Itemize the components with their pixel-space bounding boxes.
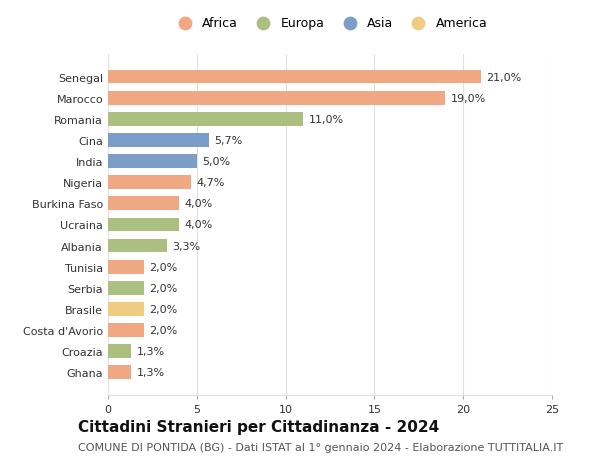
- Text: 11,0%: 11,0%: [308, 115, 344, 124]
- Bar: [108, 260, 143, 274]
- Text: COMUNE DI PONTIDA (BG) - Dati ISTAT al 1° gennaio 2024 - Elaborazione TUTTITALIA: COMUNE DI PONTIDA (BG) - Dati ISTAT al 1…: [78, 442, 563, 452]
- Text: 4,0%: 4,0%: [184, 220, 212, 230]
- Text: 5,0%: 5,0%: [202, 157, 230, 167]
- Text: Cittadini Stranieri per Cittadinanza - 2024: Cittadini Stranieri per Cittadinanza - 2…: [78, 420, 439, 435]
- Text: 1,3%: 1,3%: [136, 368, 164, 377]
- Text: 2,0%: 2,0%: [149, 283, 177, 293]
- Text: 2,0%: 2,0%: [149, 325, 177, 335]
- Bar: [108, 302, 143, 316]
- Bar: [108, 197, 179, 211]
- Text: 19,0%: 19,0%: [451, 94, 486, 103]
- Bar: [108, 134, 209, 147]
- Legend: Africa, Europa, Asia, America: Africa, Europa, Asia, America: [172, 17, 488, 30]
- Bar: [108, 176, 191, 190]
- Bar: [108, 239, 167, 253]
- Text: 2,0%: 2,0%: [149, 304, 177, 314]
- Bar: [108, 366, 131, 379]
- Bar: [108, 112, 304, 126]
- Text: 5,7%: 5,7%: [215, 135, 243, 146]
- Text: 1,3%: 1,3%: [136, 347, 164, 356]
- Text: 21,0%: 21,0%: [486, 73, 521, 82]
- Text: 4,7%: 4,7%: [197, 178, 225, 188]
- Text: 2,0%: 2,0%: [149, 262, 177, 272]
- Bar: [108, 155, 197, 168]
- Bar: [108, 92, 445, 105]
- Bar: [108, 324, 143, 337]
- Text: 4,0%: 4,0%: [184, 199, 212, 209]
- Bar: [108, 218, 179, 232]
- Text: 3,3%: 3,3%: [172, 241, 200, 251]
- Bar: [108, 71, 481, 84]
- Bar: [108, 345, 131, 358]
- Bar: [108, 281, 143, 295]
